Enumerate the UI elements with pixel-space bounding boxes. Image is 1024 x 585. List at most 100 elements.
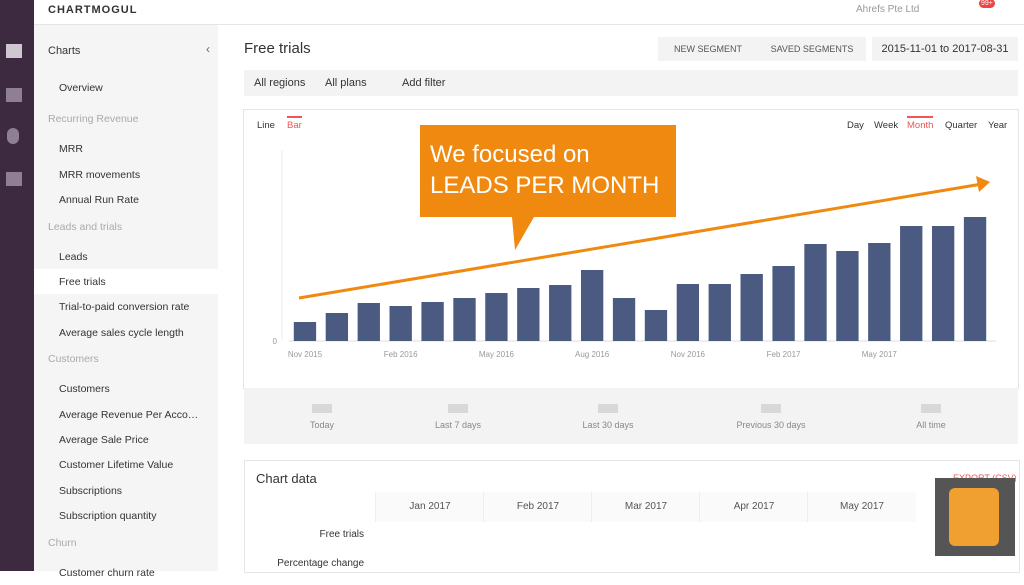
column-header: Mar 2017 (591, 492, 700, 522)
bar (389, 306, 412, 341)
nav-label: Customers (59, 383, 110, 396)
sidebar-title: Charts (48, 45, 81, 57)
stat-value (448, 404, 468, 413)
sidebar: Charts ‹ Overview Recurring Revenue MRR MRR… (34, 25, 218, 579)
bar (740, 274, 763, 341)
section-heading: Recurring Revenue (48, 113, 139, 126)
nav-item[interactable]: Subscriptions (34, 478, 218, 503)
icon-bar (0, 0, 34, 571)
period[interactable]: Day (847, 120, 864, 131)
bar (804, 244, 827, 341)
icon[interactable] (6, 44, 22, 58)
bar (293, 322, 317, 341)
stat-value (921, 404, 941, 413)
bar (644, 310, 668, 341)
stat-value (312, 404, 332, 413)
bar (612, 298, 636, 341)
nav-item[interactable]: Subscription quantity (34, 503, 218, 528)
icon[interactable] (6, 88, 22, 102)
bar (836, 251, 859, 341)
nav-item[interactable]: Customer churn rate (34, 560, 218, 585)
watermark (935, 478, 1015, 556)
filter[interactable]: All regions (254, 77, 306, 89)
filter[interactable]: Add filter (402, 77, 446, 89)
stat-label: All time (916, 420, 946, 430)
x-tick-label: Nov 2015 (288, 350, 323, 359)
company[interactable]: Ahrefs Pte Ltd (856, 4, 920, 15)
period[interactable]: Week (874, 120, 899, 131)
stat-label: Previous 30 days (736, 420, 806, 430)
section-heading: Churn (48, 536, 77, 549)
nav-label: Free trials (59, 276, 106, 288)
button[interactable]: SAVED SEGMENTS (758, 37, 866, 61)
annotation: LEADS PER MONTH (430, 172, 659, 199)
nav-item[interactable]: MRR movements (34, 162, 218, 187)
period[interactable]: Quarter (945, 120, 978, 131)
table-title: Chart data (256, 471, 317, 486)
column-header: May 2017 (807, 492, 916, 522)
arrow-head (976, 176, 990, 192)
nav-item[interactable]: Leads (34, 244, 218, 269)
nav-label: Customer Lifetime Value (59, 459, 174, 472)
column-header: Apr 2017 (699, 492, 808, 522)
nav-item[interactable]: Average Sale Price (34, 427, 218, 452)
bar (931, 226, 955, 341)
filter[interactable]: All plans (325, 77, 367, 89)
nav-item[interactable]: Annual Run Rate (34, 187, 218, 212)
chart: 0 Nov 2015 Feb 2016 May 2016 Aug 2016 Nov 201… (273, 125, 996, 359)
icon[interactable] (6, 172, 22, 186)
nav-item[interactable]: Customers (34, 376, 218, 401)
bar (421, 302, 444, 341)
nav-item[interactable]: MRR (34, 136, 218, 161)
chart-type[interactable]: Bar (287, 116, 302, 131)
period[interactable]: Month (907, 116, 934, 131)
logo: CHARTMOGUL (48, 4, 138, 16)
bar (517, 288, 540, 341)
chart-type[interactable]: Line (257, 120, 275, 131)
nav-label: Overview (59, 82, 103, 94)
nav-item[interactable]: Trial-to-paid conversion rate (34, 294, 218, 319)
x-tick-label: Feb 2017 (767, 350, 801, 359)
bar (963, 217, 987, 341)
bar (325, 313, 349, 341)
bar (357, 303, 380, 341)
bar (453, 298, 476, 341)
top-bar: CHARTMOGUL Ahrefs Pte Ltd 99+ (34, 0, 1024, 25)
column-header: Jan 2017 (375, 492, 484, 522)
stat-label: Today (309, 420, 335, 430)
icon[interactable] (7, 128, 19, 144)
nav-label: Subscription quantity (59, 510, 157, 523)
trend-arrow (298, 182, 983, 300)
nav-item[interactable]: Customer Lifetime Value (34, 452, 218, 477)
date-range[interactable]: 2015-11-01 to 2017-08-31 (872, 37, 1018, 61)
bar (868, 243, 891, 341)
nav-label: Annual Run Rate (59, 194, 139, 207)
nav-item[interactable]: Overview (34, 75, 218, 100)
stats-bar: Today Last 7 days Last 30 days Previous 30 … (244, 388, 1018, 444)
bar (580, 270, 604, 341)
x-tick-label: Nov 2016 (671, 350, 706, 359)
nav-item[interactable]: Average sales cycle length (34, 320, 218, 345)
button[interactable]: NEW SEGMENT (658, 37, 758, 61)
stat-value (761, 404, 781, 413)
callout (420, 125, 676, 250)
y-tick-label: 0 (273, 337, 278, 346)
bar (549, 285, 572, 341)
row-label: Free trials (319, 529, 364, 540)
row-label: Percentage change (277, 558, 364, 569)
nav-label: Average Revenue Per Acco… (59, 408, 199, 421)
period[interactable]: Year (988, 120, 1008, 131)
annotation: We focused on (430, 141, 590, 168)
nav-label: Subscriptions (59, 484, 123, 497)
nav-item[interactable]: Average Revenue Per Acco… (34, 402, 218, 427)
x-tick-label: May 2016 (479, 350, 515, 359)
nav-label: Leads (59, 250, 88, 263)
column-header: Feb 2017 (483, 492, 592, 522)
x-tick-label: Aug 2016 (575, 350, 610, 359)
collapse[interactable]: ‹ (206, 42, 210, 56)
stat-value (598, 404, 618, 413)
nav-label: MRR (59, 143, 83, 156)
nav-item[interactable]: Free trials (34, 269, 218, 294)
